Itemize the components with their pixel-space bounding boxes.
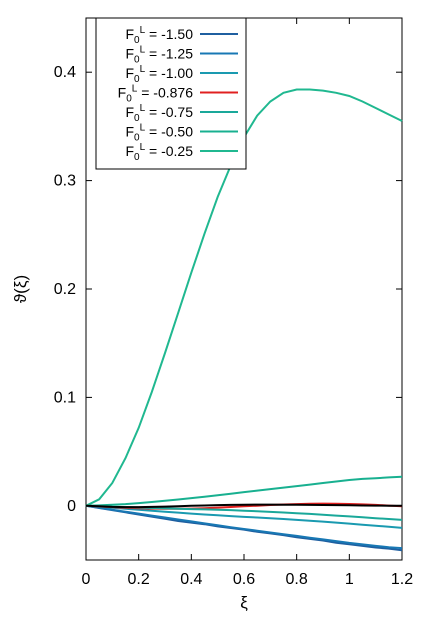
legend-label-base: F (118, 85, 127, 101)
legend-label-superscript: L (140, 123, 146, 134)
legend-label-value: = -0.75 (145, 104, 193, 120)
legend-label-value: = -1.25 (145, 46, 193, 62)
legend-label: F0L = -0.50 (125, 123, 193, 144)
x-tick-label: 1.2 (391, 571, 413, 588)
legend-label: F0L = -0.75 (125, 103, 193, 124)
y-axis-title: ϑ(ξ) (11, 275, 30, 303)
legend-entry: F0L = -1.00 (125, 64, 238, 85)
x-axis-title: ξ (240, 593, 248, 612)
legend-label-subscript: 0 (134, 152, 140, 163)
x-tick-label: 0.2 (128, 571, 150, 588)
x-tick-label: 1 (345, 571, 354, 588)
y-tick-label: 0 (67, 498, 76, 515)
x-tick-label: 0.6 (233, 571, 255, 588)
legend-label-base: F (125, 143, 134, 159)
legend-label-base: F (125, 46, 134, 62)
legend-label-subscript: 0 (134, 74, 140, 85)
x-tick-label: 0.8 (286, 571, 308, 588)
legend-label-superscript: L (140, 45, 146, 56)
legend-label-subscript: 0 (134, 55, 140, 66)
series-line-7 (85, 503, 403, 509)
legend-label-value: = -0.50 (145, 124, 193, 140)
series-line-5 (85, 475, 403, 507)
y-tick-label: 0.2 (54, 281, 76, 298)
legend-entry: F0L = -1.25 (125, 45, 238, 66)
legend-label: F0L = -1.25 (125, 45, 193, 66)
legend-label: F0L = -0.876 (118, 84, 194, 105)
legend-label-superscript: L (140, 142, 146, 153)
legend-label: F0L = -0.25 (125, 142, 193, 163)
legend-label-value: = -1.00 (145, 65, 193, 81)
legend-label-subscript: 0 (126, 94, 132, 105)
legend-label-subscript: 0 (134, 113, 140, 124)
legend-label-value: = -0.876 (137, 85, 193, 101)
legend-label-subscript: 0 (134, 133, 140, 144)
y-tick-label: 0.3 (54, 173, 76, 190)
axis-tick-labels: 0 0.2 0.4 0.6 0.8 1 1.2 0 0.1 0.2 0.3 0.4 (54, 64, 413, 588)
legend-label-value: = -0.25 (145, 143, 193, 159)
legend-label-subscript: 0 (134, 35, 140, 46)
legend-label-superscript: L (140, 25, 146, 36)
legend-entry: F0L = -0.75 (125, 103, 238, 124)
legend-label-superscript: L (140, 103, 146, 114)
legend-label: F0L = -1.50 (125, 25, 193, 46)
legend-label-superscript: L (140, 64, 146, 75)
legend-label-value: = -1.50 (145, 26, 193, 42)
series-line-2 (85, 504, 403, 529)
y-tick-label: 0.4 (54, 64, 76, 81)
x-tick-label: 0 (82, 571, 91, 588)
series-line-1 (85, 504, 403, 550)
legend-label-base: F (125, 26, 134, 42)
legend-label-base: F (125, 124, 134, 140)
legend-label: F0L = -1.00 (125, 64, 193, 85)
x-tick-label: 0.4 (180, 571, 202, 588)
legend-entry: F0L = -1.50 (125, 25, 238, 46)
legend-label-base: F (125, 104, 134, 120)
legend-label-base: F (125, 65, 134, 81)
legend-entry: F0L = -0.876 (118, 84, 238, 105)
y-tick-label: 0.1 (54, 389, 76, 406)
legend-entry: F0L = -0.25 (125, 142, 238, 163)
legend-entry: F0L = -0.50 (125, 123, 238, 144)
legend-label-superscript: L (132, 84, 138, 95)
